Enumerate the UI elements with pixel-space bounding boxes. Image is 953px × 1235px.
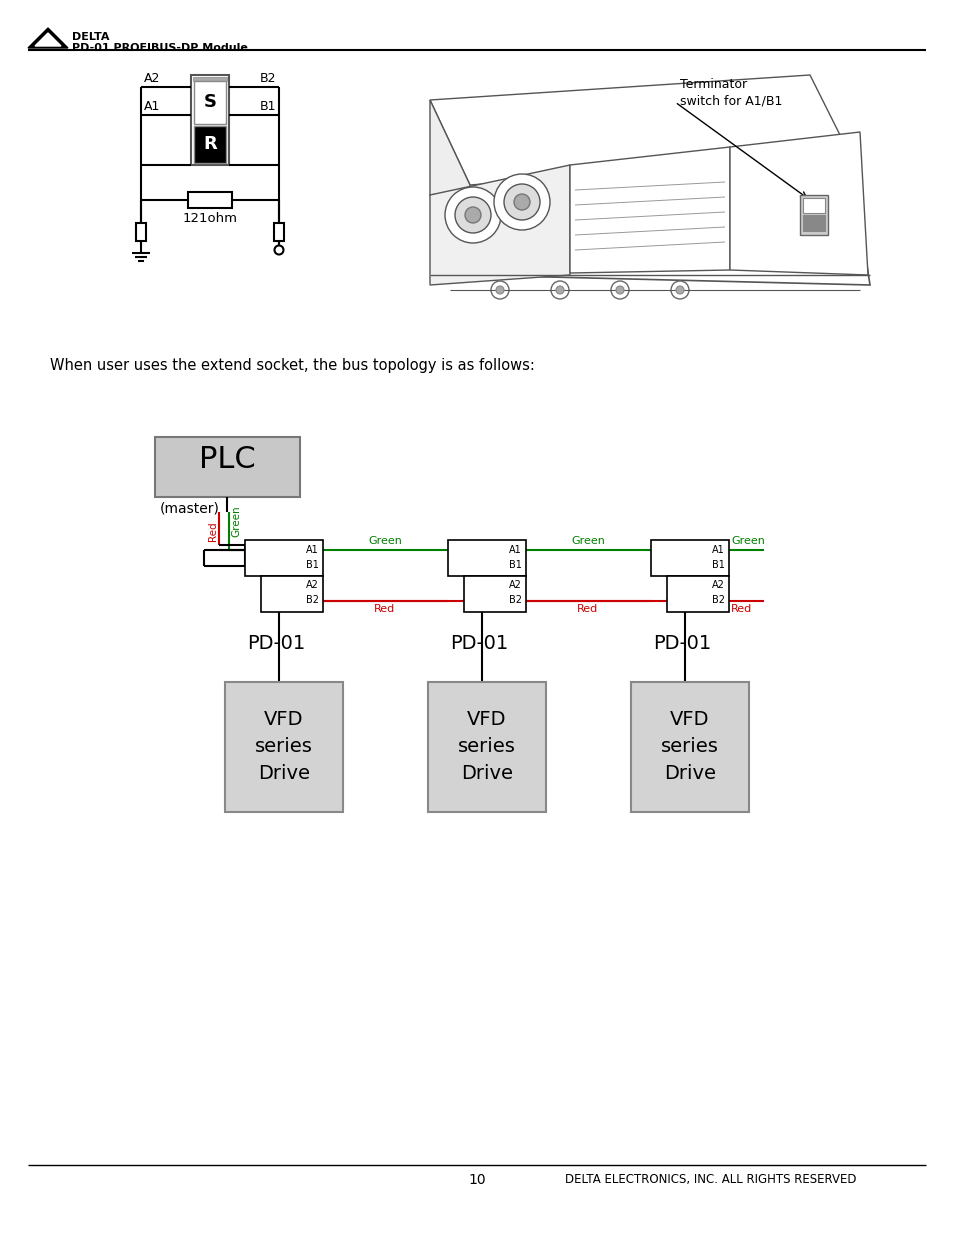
Text: DELTA: DELTA <box>71 32 110 42</box>
Text: A2: A2 <box>306 580 318 590</box>
Text: Green: Green <box>730 536 764 546</box>
Text: A2: A2 <box>144 72 160 85</box>
Polygon shape <box>430 165 569 285</box>
Text: R: R <box>203 135 216 153</box>
Text: VFD: VFD <box>264 710 303 729</box>
Text: Red: Red <box>577 604 598 614</box>
Text: A1: A1 <box>509 545 521 555</box>
Bar <box>136 224 146 241</box>
Text: A1: A1 <box>712 545 724 555</box>
Circle shape <box>670 282 688 299</box>
Circle shape <box>496 287 503 294</box>
Text: Green: Green <box>571 536 604 546</box>
Bar <box>188 191 232 207</box>
Text: A1: A1 <box>306 545 318 555</box>
Bar <box>193 82 226 124</box>
Bar <box>193 77 227 82</box>
Text: Green: Green <box>368 536 401 546</box>
Bar <box>225 682 343 811</box>
Bar <box>630 682 748 811</box>
Text: PD-01: PD-01 <box>652 634 710 653</box>
Text: VFD: VFD <box>670 710 709 729</box>
Text: A2: A2 <box>509 580 521 590</box>
Circle shape <box>503 184 539 220</box>
Text: A1: A1 <box>144 100 160 112</box>
Text: PD-01: PD-01 <box>450 634 508 653</box>
Circle shape <box>444 186 500 243</box>
Text: Red: Red <box>374 604 395 614</box>
Bar <box>191 75 229 165</box>
Text: Drive: Drive <box>257 764 310 783</box>
Text: Terminator: Terminator <box>679 78 746 91</box>
Text: Drive: Drive <box>663 764 716 783</box>
Text: Red: Red <box>730 604 752 614</box>
Text: B1: B1 <box>711 559 724 571</box>
Polygon shape <box>28 28 68 48</box>
Bar <box>193 126 226 163</box>
Circle shape <box>556 287 563 294</box>
Circle shape <box>491 282 509 299</box>
Text: B1: B1 <box>306 559 318 571</box>
Text: series: series <box>457 737 516 756</box>
Text: B2: B2 <box>306 595 318 605</box>
Bar <box>800 195 827 235</box>
Bar <box>428 682 545 811</box>
Circle shape <box>676 287 683 294</box>
Text: PLC: PLC <box>199 445 255 474</box>
Polygon shape <box>729 132 867 275</box>
Circle shape <box>616 287 623 294</box>
Text: When user uses the extend socket, the bus topology is as follows:: When user uses the extend socket, the bu… <box>50 358 535 373</box>
Circle shape <box>494 174 550 230</box>
Text: B1: B1 <box>259 100 275 112</box>
Circle shape <box>514 194 530 210</box>
Circle shape <box>455 198 491 233</box>
Bar <box>245 540 323 576</box>
Text: VFD: VFD <box>467 710 506 729</box>
Text: Green: Green <box>231 505 241 537</box>
Text: series: series <box>254 737 313 756</box>
Polygon shape <box>35 33 61 46</box>
Polygon shape <box>569 147 729 273</box>
Text: series: series <box>660 737 719 756</box>
Bar <box>274 224 284 241</box>
Polygon shape <box>430 75 849 185</box>
Text: B2: B2 <box>711 595 724 605</box>
Bar <box>802 215 824 231</box>
Bar <box>448 540 525 576</box>
Text: B2: B2 <box>259 72 275 85</box>
Text: B1: B1 <box>509 559 521 571</box>
Circle shape <box>551 282 568 299</box>
Text: B2: B2 <box>509 595 521 605</box>
Bar <box>666 576 728 613</box>
Text: 121ohm: 121ohm <box>182 212 237 225</box>
Text: Red: Red <box>208 521 218 541</box>
Text: PD-01: PD-01 <box>247 634 305 653</box>
Text: Drive: Drive <box>460 764 513 783</box>
Circle shape <box>610 282 628 299</box>
Bar <box>261 576 323 613</box>
Bar <box>650 540 728 576</box>
Text: (master): (master) <box>160 501 219 516</box>
Text: PD-01 PROFIBUS-DP Module: PD-01 PROFIBUS-DP Module <box>71 43 248 53</box>
Polygon shape <box>430 100 470 275</box>
Polygon shape <box>430 156 869 285</box>
Text: DELTA ELECTRONICS, INC. ALL RIGHTS RESERVED: DELTA ELECTRONICS, INC. ALL RIGHTS RESER… <box>564 1173 856 1186</box>
Text: A2: A2 <box>711 580 724 590</box>
Text: 10: 10 <box>468 1173 485 1187</box>
Text: switch for A1/B1: switch for A1/B1 <box>679 94 781 107</box>
Bar <box>154 437 299 496</box>
Circle shape <box>464 207 480 224</box>
Bar <box>802 198 824 212</box>
Bar <box>463 576 525 613</box>
Text: S: S <box>203 93 216 111</box>
